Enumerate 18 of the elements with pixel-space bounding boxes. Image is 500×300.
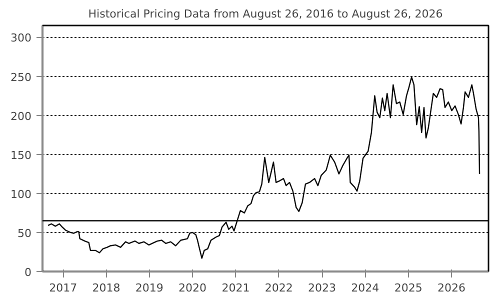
y-tick-label: 150 (10, 148, 32, 162)
y-tick-label: 50 (18, 226, 32, 240)
x-tick-label: 2018 (92, 282, 120, 294)
x-tick-label: 2019 (135, 282, 164, 294)
x-tick-label: 2020 (178, 282, 207, 294)
y-tick-label: 200 (10, 110, 32, 123)
x-tick-label: 2024 (351, 282, 380, 294)
x-tick-label: 2025 (394, 282, 422, 294)
y-tick-label: 100 (10, 188, 32, 201)
chart-title: Historical Pricing Data from August 26, 2016 to August 26, 2026 (88, 8, 443, 20)
x-tick-label: 2023 (308, 282, 336, 294)
x-tick-label: 2026 (438, 282, 466, 294)
y-tick-label: 250 (10, 70, 32, 84)
y-tick-label: 0 (24, 266, 32, 279)
x-tick-label: 2017 (49, 282, 78, 294)
x-tick-label: 2021 (222, 282, 250, 294)
y-tick-label: 300 (10, 32, 32, 45)
x-tick-label: 2022 (264, 282, 293, 294)
